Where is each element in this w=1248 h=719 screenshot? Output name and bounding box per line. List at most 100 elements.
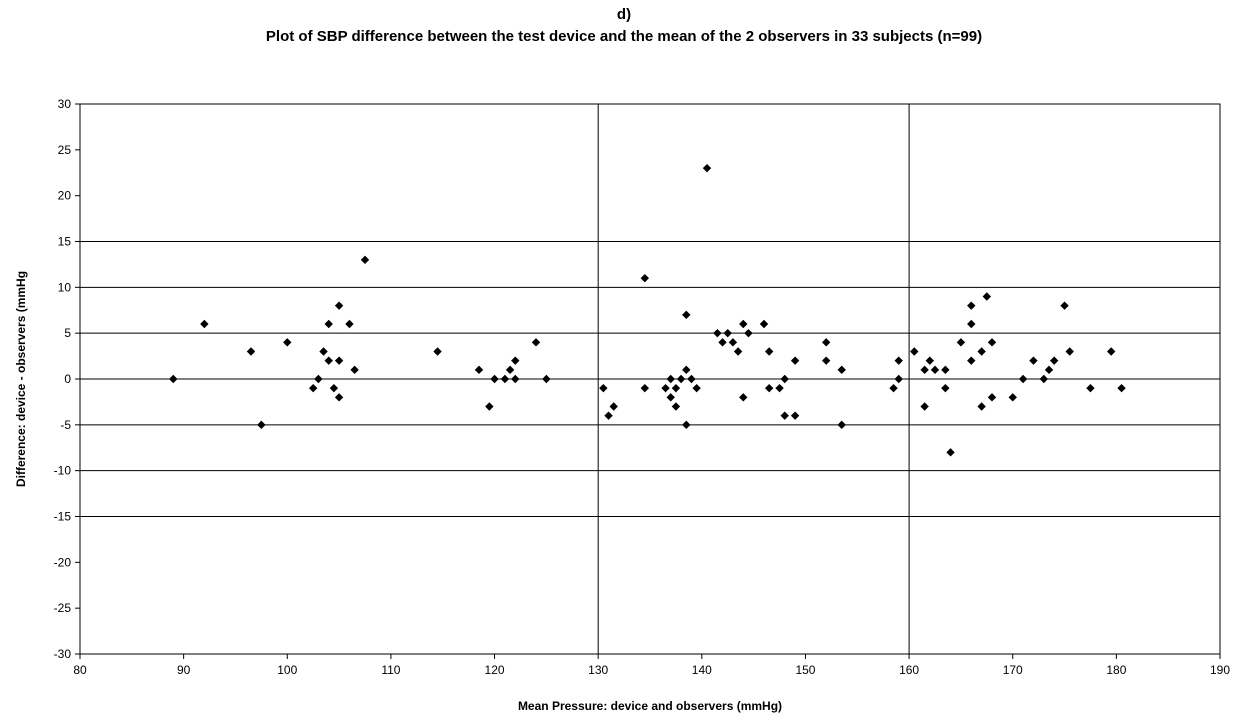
- data-point: [257, 420, 266, 430]
- x-tick-label: 110: [381, 663, 400, 677]
- data-point: [941, 365, 950, 375]
- data-point: [687, 374, 696, 384]
- data-point: [433, 347, 442, 356]
- y-axis-title: Difference: device - observers (mmHg: [14, 271, 28, 487]
- data-point: [329, 383, 339, 393]
- x-tick-label: 150: [795, 663, 815, 677]
- data-point: [1086, 383, 1095, 393]
- data-point: [531, 338, 541, 347]
- reference-lines: [80, 104, 1220, 654]
- data-point: [319, 347, 328, 356]
- data-point: [1018, 374, 1028, 384]
- data-point: [925, 356, 935, 365]
- data-point: [894, 356, 903, 365]
- data-point: [837, 420, 846, 430]
- data-point: [1065, 347, 1074, 356]
- x-tick-label: 160: [899, 663, 919, 677]
- data-point: [692, 383, 701, 393]
- data-point: [702, 163, 712, 173]
- data-point: [718, 338, 727, 347]
- data-point: [308, 383, 318, 393]
- data-point: [775, 383, 784, 393]
- y-tick-label: 20: [58, 189, 72, 203]
- panel-label: d): [616, 6, 632, 23]
- data-point: [246, 347, 256, 356]
- data-point: [946, 448, 955, 457]
- data-point: [640, 383, 650, 393]
- data-point: [837, 365, 846, 375]
- data-point: [200, 319, 209, 329]
- x-tick-label: 100: [277, 663, 297, 677]
- data-point: [982, 292, 992, 301]
- data-point: [682, 420, 691, 430]
- data-point: [1060, 301, 1069, 310]
- x-tick-label: 90: [177, 663, 191, 677]
- y-tick-label: -30: [54, 647, 72, 661]
- data-point: [987, 393, 997, 402]
- data-points: [169, 163, 1126, 457]
- data-point: [676, 374, 686, 384]
- data-point: [661, 383, 670, 393]
- data-point: [666, 374, 675, 384]
- data-point: [941, 383, 950, 393]
- y-tick-label: -5: [60, 418, 71, 432]
- data-point: [930, 365, 940, 375]
- data-point: [1117, 383, 1126, 393]
- x-tick-label: 130: [588, 663, 608, 677]
- data-point: [1106, 347, 1116, 356]
- x-tick-label: 180: [1106, 663, 1126, 677]
- data-point: [1039, 374, 1049, 384]
- x-tick-label: 80: [73, 663, 87, 677]
- data-point: [599, 383, 608, 393]
- y-tick-label: 30: [58, 97, 72, 111]
- data-point: [821, 338, 831, 347]
- y-tick-label: 5: [64, 326, 71, 340]
- data-point: [324, 319, 333, 329]
- data-point: [511, 374, 520, 384]
- y-tick-label: 10: [58, 280, 72, 294]
- data-point: [345, 319, 354, 329]
- y-tick-label: -15: [54, 510, 72, 524]
- data-point: [334, 356, 344, 365]
- data-point: [485, 402, 494, 411]
- data-point: [894, 374, 903, 384]
- y-tick-label: 15: [58, 235, 72, 249]
- data-point: [609, 402, 618, 411]
- data-point: [490, 374, 499, 384]
- x-tick-label: 170: [1003, 663, 1023, 677]
- data-point: [967, 319, 976, 329]
- data-point: [604, 411, 613, 420]
- data-point: [889, 383, 898, 393]
- x-tick-label: 120: [485, 663, 505, 677]
- data-point: [1029, 356, 1038, 365]
- data-point: [733, 347, 743, 356]
- data-point: [500, 374, 510, 384]
- y-tick-label: 25: [58, 143, 72, 157]
- data-point: [474, 365, 484, 375]
- x-axis-title: Mean Pressure: device and observers (mmH…: [518, 699, 782, 713]
- data-point: [967, 356, 976, 365]
- data-point: [977, 402, 986, 411]
- data-point: [744, 328, 753, 338]
- data-point: [790, 411, 800, 420]
- data-point: [1049, 356, 1059, 365]
- data-point: [334, 301, 344, 310]
- data-point: [987, 338, 997, 347]
- data-point: [671, 402, 681, 411]
- data-point: [739, 319, 748, 329]
- data-point: [780, 374, 789, 384]
- y-tick-label: -10: [54, 464, 72, 478]
- data-point: [1008, 393, 1017, 402]
- data-point: [910, 347, 919, 356]
- data-point: [671, 383, 681, 393]
- data-point: [682, 365, 691, 375]
- data-point: [739, 393, 748, 402]
- data-point: [324, 356, 333, 365]
- x-tick-label: 140: [692, 663, 712, 677]
- y-tick-label: 0: [64, 372, 71, 386]
- y-tick-label: -25: [54, 601, 72, 615]
- data-point: [713, 328, 722, 338]
- chart-title: Plot of SBP difference between the test …: [265, 28, 983, 45]
